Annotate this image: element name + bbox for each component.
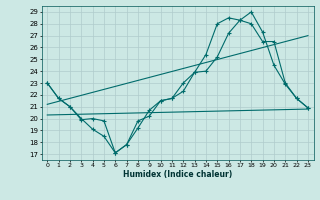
X-axis label: Humidex (Indice chaleur): Humidex (Indice chaleur)	[123, 170, 232, 179]
